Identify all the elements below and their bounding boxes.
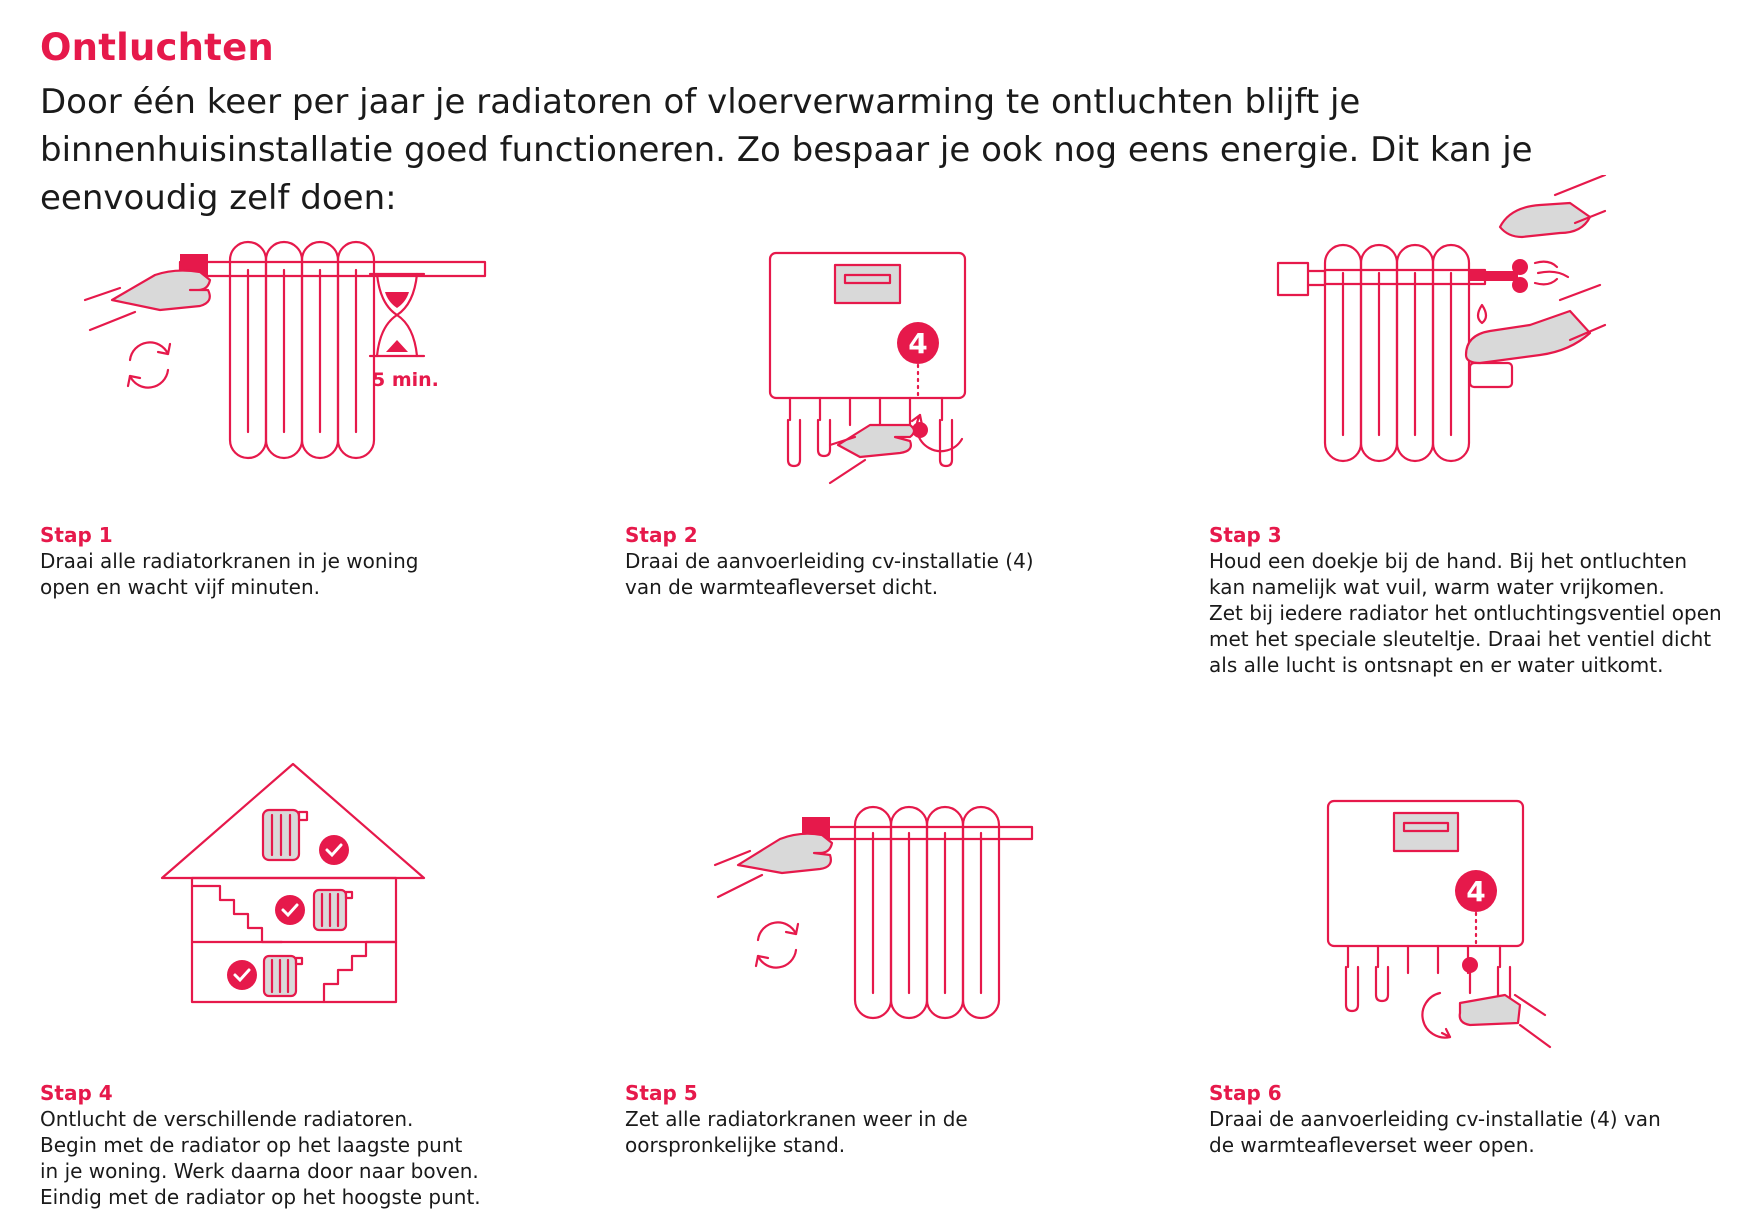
radiator-icon [262, 954, 304, 998]
step-description: Houd een doekje bij de hand. Bij het ont… [1209, 549, 1722, 677]
air-wind-icon [1533, 260, 1570, 286]
step-label: Stap 1 [40, 523, 113, 547]
check-icon [275, 895, 305, 925]
badge-circle [897, 322, 939, 364]
house-icon [160, 762, 426, 1004]
hand-icon [828, 423, 916, 485]
step-1: Stap 1 Draai alle radiatorkranen in je w… [40, 522, 580, 600]
boiler-number-badge: 4 [1466, 875, 1485, 908]
step6-illustration: 4 [1326, 799, 1552, 1049]
badge-circle [1455, 870, 1497, 912]
hand-icon [1458, 993, 1552, 1049]
page-title: Ontluchten [40, 26, 274, 69]
hand-icon [1498, 175, 1607, 239]
check-icon [227, 960, 257, 990]
step-label: Stap 6 [1209, 1081, 1282, 1105]
check-icon [319, 835, 349, 865]
rotate-arrows-icon [754, 921, 800, 969]
step-4: Stap 4 Ontlucht de verschillende radiato… [40, 1080, 580, 1210]
boiler-icon [1326, 799, 1525, 1013]
hand-icon [83, 269, 212, 332]
radiator-icon [1323, 243, 1487, 463]
radiator-icon [178, 240, 487, 460]
cloth-icon [1468, 361, 1514, 389]
step-5: Stap 5 Zet alle radiatorkranen weer in d… [625, 1080, 1165, 1158]
step-description: Draai de aanvoerleiding cv-installatie (… [625, 549, 1034, 599]
step5-illustration [713, 805, 1034, 1020]
hand-icon [1464, 283, 1607, 365]
radiator-icon [808, 805, 1034, 1020]
radiator-icon [312, 888, 354, 932]
hand-icon [713, 832, 834, 899]
step-label: Stap 4 [40, 1081, 113, 1105]
step-3: Stap 3 Houd een doekje bij de hand. Bij … [1209, 522, 1739, 678]
step-description: Ontlucht de verschillende radiatoren. Be… [40, 1107, 481, 1209]
water-drop-icon [1476, 303, 1488, 325]
step2-illustration: 4 [768, 251, 967, 485]
boiler-number-badge: 4 [908, 327, 927, 360]
step-description: Zet alle radiatorkranen weer in de oorsp… [625, 1107, 968, 1157]
step-2: Stap 2 Draai de aanvoerleiding cv-instal… [625, 522, 1165, 600]
rotate-arrows-icon [126, 341, 172, 389]
intro-text: Door één keer per jaar je radiatoren of … [40, 82, 1533, 218]
step-description: Draai de aanvoerleiding cv-installatie (… [1209, 1107, 1661, 1157]
boiler-icon [768, 251, 967, 468]
timer-label: 5 min. [372, 369, 439, 391]
rotate-arrow-icon [1421, 991, 1452, 1039]
step3-illustration [1276, 175, 1607, 463]
bleed-key-icon [1470, 259, 1528, 293]
step4-illustration [160, 762, 426, 1004]
step-label: Stap 5 [625, 1081, 698, 1105]
step-description: Draai alle radiatorkranen in je woning o… [40, 549, 419, 599]
hourglass-icon [368, 272, 426, 358]
step1-illustration: 5 min. [83, 240, 487, 460]
valve-icon [1462, 957, 1478, 973]
radiator-icon [261, 808, 309, 862]
valve-cap-icon [1276, 261, 1310, 297]
step-6: Stap 6 Draai de aanvoerleiding cv-instal… [1209, 1080, 1739, 1158]
step-label: Stap 2 [625, 523, 698, 547]
rotate-arrow-icon [910, 413, 964, 453]
step-label: Stap 3 [1209, 523, 1282, 547]
